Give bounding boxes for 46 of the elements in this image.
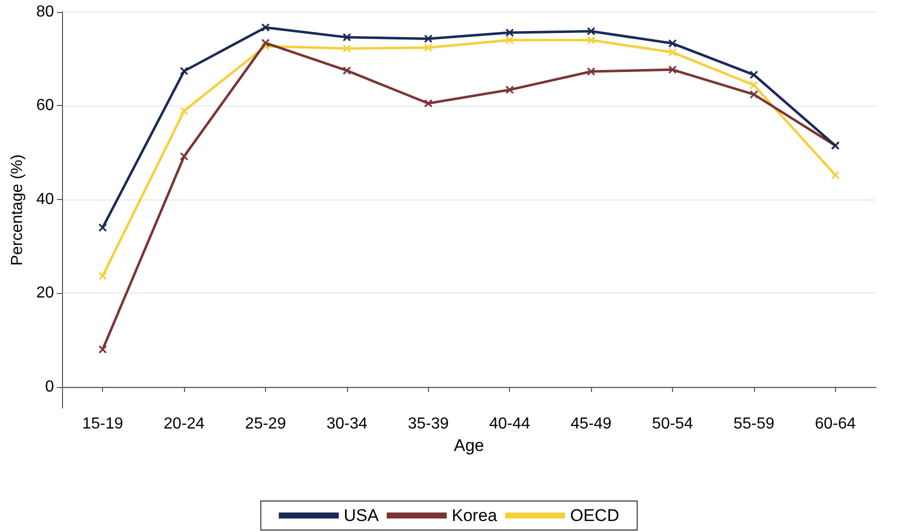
point: [342, 66, 351, 75]
x-tick-label: 30-34: [326, 416, 368, 432]
legend-label: USA: [344, 506, 380, 525]
point: [506, 36, 514, 44]
y-tick-label: 20: [36, 284, 54, 302]
point: [587, 68, 596, 76]
point: [424, 44, 432, 52]
y-tick-label: 80: [36, 4, 54, 20]
x-axis-title: Age: [454, 436, 484, 455]
point: [180, 67, 188, 76]
point: [98, 345, 107, 354]
point: [424, 99, 432, 108]
y-axis-title: Percentage (%): [8, 154, 26, 266]
point: [180, 152, 188, 160]
point: [750, 90, 758, 98]
point: [424, 34, 432, 43]
point: [750, 81, 758, 90]
x-tick-label: 25-29: [245, 416, 286, 432]
x-tick-label: 50-54: [652, 416, 694, 432]
x-tick-label: 40-44: [489, 416, 530, 432]
point: [668, 39, 676, 48]
point: [342, 44, 351, 53]
point: [98, 224, 107, 232]
point: [180, 106, 188, 115]
x-tick-label: 55-59: [733, 416, 774, 432]
point: [587, 36, 596, 44]
legend-label: OECD: [570, 506, 620, 525]
y-tick-label: 0: [45, 378, 54, 396]
x-tick-label: 35-39: [408, 416, 449, 432]
x-tick-label: 60-64: [814, 416, 856, 432]
point: [668, 66, 676, 74]
point: [750, 70, 758, 79]
point: [262, 38, 270, 47]
legend-label: Korea: [452, 506, 498, 525]
x-tick-label: 20-24: [164, 416, 205, 432]
point: [506, 86, 514, 94]
point: [587, 27, 596, 36]
y-tick-label: 60: [36, 97, 54, 114]
point: [342, 33, 351, 42]
x-tick-label: 15-19: [82, 416, 124, 432]
y-tick-label: 40: [36, 190, 54, 208]
point: [98, 272, 107, 280]
point: [262, 23, 270, 32]
point: [506, 28, 514, 37]
x-tick-label: 45-49: [570, 416, 612, 432]
point: [831, 171, 840, 180]
